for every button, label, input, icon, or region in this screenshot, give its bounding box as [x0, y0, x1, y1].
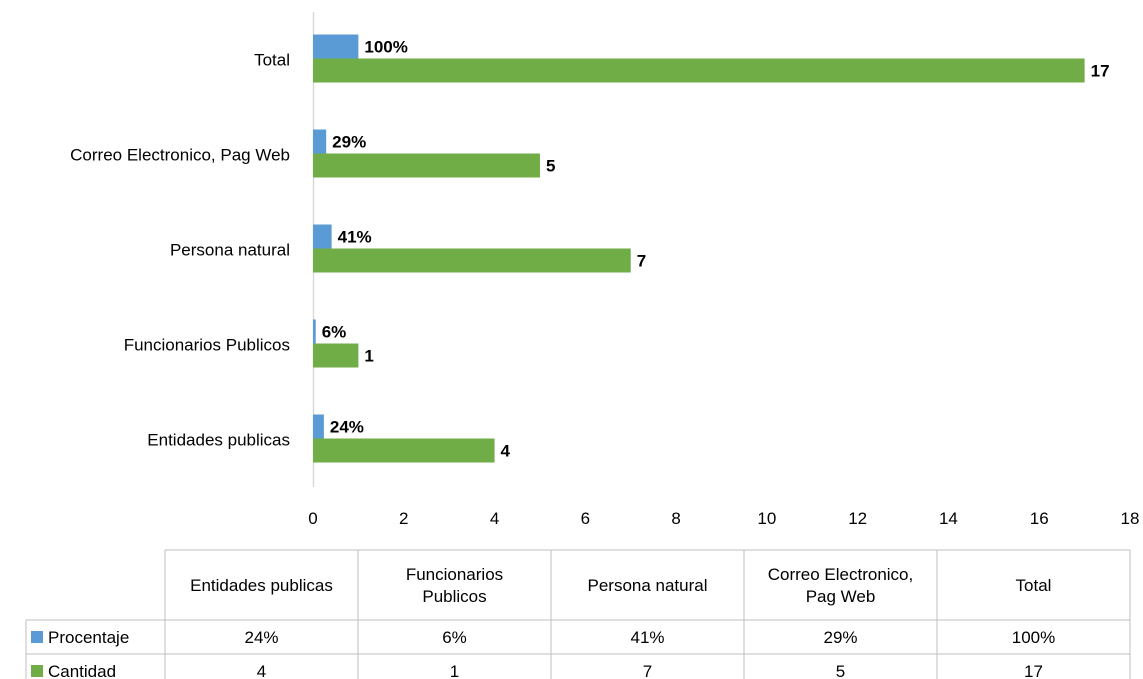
- data-label-procentaje-correo-electronico-pag-web: 29%: [332, 133, 366, 152]
- legend-key-procentaje: [31, 631, 43, 643]
- category-label-correo-electronico-pag-web: Correo Electronico, Pag Web: [70, 146, 290, 165]
- legend-label-cantidad: Cantidad: [48, 662, 116, 679]
- x-tick-label-16: 16: [1030, 509, 1049, 528]
- data-label-cantidad-funcionarios-publicos: 1: [364, 347, 373, 366]
- bar-procentaje-entidades-publicas: [313, 414, 324, 439]
- table-cell-procentaje-1: 6%: [442, 628, 467, 647]
- legend-label-procentaje: Procentaje: [48, 628, 129, 647]
- table-cell-procentaje-2: 41%: [630, 628, 664, 647]
- data-label-procentaje-persona-natural: 41%: [338, 228, 372, 247]
- bar-cantidad-entidades-publicas: [313, 438, 495, 463]
- table-header-2: Persona natural: [587, 576, 707, 595]
- category-label-total: Total: [254, 51, 290, 70]
- table-cell-procentaje-0: 24%: [244, 628, 278, 647]
- data-label-cantidad-entidades-publicas: 4: [501, 442, 511, 461]
- x-tick-label-14: 14: [939, 509, 958, 528]
- x-tick-label-10: 10: [757, 509, 776, 528]
- data-label-cantidad-correo-electronico-pag-web: 5: [546, 157, 555, 176]
- bar-cantidad-funcionarios-publicos: [313, 343, 359, 368]
- bar-procentaje-persona-natural: [313, 224, 332, 249]
- bar-cantidad-correo-electronico-pag-web: [313, 153, 540, 178]
- table-cell-cantidad-4: 17: [1024, 662, 1043, 679]
- data-label-procentaje-funcionarios-publicos: 6%: [322, 323, 347, 342]
- table-cell-cantidad-1: 1: [450, 662, 459, 679]
- table-header-1: Funcionarios Publicos: [406, 565, 503, 606]
- x-tick-label-18: 18: [1121, 509, 1140, 528]
- x-tick-label-8: 8: [671, 509, 680, 528]
- table-cell-cantidad-2: 7: [643, 662, 652, 679]
- data-label-procentaje-total: 100%: [364, 38, 407, 57]
- category-label-persona-natural: Persona natural: [170, 241, 290, 260]
- table-cell-cantidad-0: 4: [257, 662, 266, 679]
- bar-procentaje-correo-electronico-pag-web: [313, 129, 327, 154]
- x-tick-label-0: 0: [308, 509, 317, 528]
- data-label-cantidad-total: 17: [1091, 62, 1110, 81]
- table-cell-procentaje-4: 100%: [1012, 628, 1055, 647]
- category-label-entidades-publicas: Entidades publicas: [147, 431, 290, 450]
- x-tick-label-6: 6: [581, 509, 590, 528]
- legend-key-cantidad: [31, 665, 43, 677]
- bar-procentaje-total: [313, 34, 359, 59]
- bar-cantidad-persona-natural: [313, 248, 631, 273]
- table-header-4: Total: [1016, 576, 1052, 595]
- x-tick-label-4: 4: [490, 509, 499, 528]
- x-tick-label-12: 12: [848, 509, 867, 528]
- bar-procentaje-funcionarios-publicos: [313, 319, 316, 344]
- x-tick-label-2: 2: [399, 509, 408, 528]
- data-label-procentaje-entidades-publicas: 24%: [330, 418, 364, 437]
- table-header-0: Entidades publicas: [190, 576, 333, 595]
- category-label-funcionarios-publicos: Funcionarios Publicos: [124, 336, 290, 355]
- table-cell-procentaje-3: 29%: [823, 628, 857, 647]
- table-header-3: Correo Electronico, Pag Web: [768, 565, 914, 606]
- data-label-cantidad-persona-natural: 7: [637, 252, 646, 271]
- table-cell-cantidad-3: 5: [836, 662, 845, 679]
- bar-cantidad-total: [313, 58, 1085, 83]
